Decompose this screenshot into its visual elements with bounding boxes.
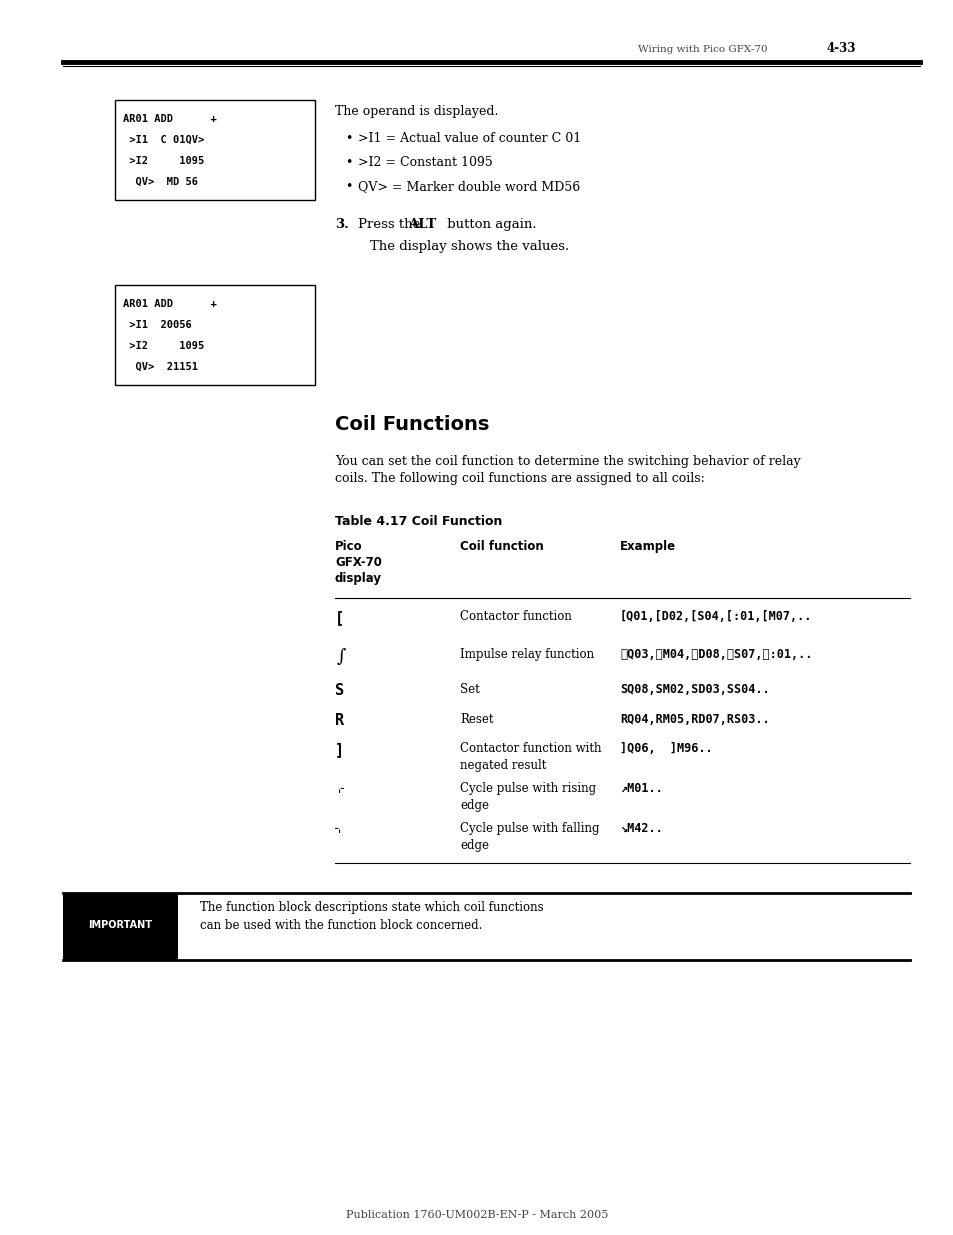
Text: ↗M01..: ↗M01.. xyxy=(619,782,662,795)
Text: SQ08,SM02,SD03,SS04..: SQ08,SM02,SD03,SS04.. xyxy=(619,683,769,697)
Text: The operand is displayed.: The operand is displayed. xyxy=(335,105,497,119)
Bar xyxy=(115,285,314,385)
Text: Coil function: Coil function xyxy=(459,540,543,553)
Text: [Q01,[D02,[S04,[:01,[M07,..: [Q01,[D02,[S04,[:01,[M07,.. xyxy=(619,610,812,622)
Text: coils. The following coil functions are assigned to all coils:: coils. The following coil functions are … xyxy=(335,472,704,485)
Text: You can set the coil function to determine the switching behavior of relay: You can set the coil function to determi… xyxy=(335,454,800,468)
Text: Reset: Reset xyxy=(459,713,493,726)
Text: QV> = Marker double word MD56: QV> = Marker double word MD56 xyxy=(357,180,579,193)
Text: >I2     1095: >I2 1095 xyxy=(123,156,204,165)
Text: Publication 1760-UM002B-EN-P - March 2005: Publication 1760-UM002B-EN-P - March 200… xyxy=(345,1210,608,1220)
Text: Cycle pulse with falling
edge: Cycle pulse with falling edge xyxy=(459,823,598,851)
Text: >I1 = Actual value of counter C 01: >I1 = Actual value of counter C 01 xyxy=(357,132,580,144)
Text: Example: Example xyxy=(619,540,676,553)
Text: Pico
GFX-70
display: Pico GFX-70 display xyxy=(335,540,381,585)
Text: Wiring with Pico GFX-70: Wiring with Pico GFX-70 xyxy=(638,44,767,54)
Text: ∯Q03,∯M04,∯D08,∯S07,∯:01,..: ∯Q03,∯M04,∯D08,∯S07,∯:01,.. xyxy=(619,648,812,661)
Text: Press the: Press the xyxy=(357,219,424,231)
Bar xyxy=(63,893,178,960)
Text: can be used with the function block concerned.: can be used with the function block conc… xyxy=(200,919,482,932)
Text: •: • xyxy=(345,132,352,144)
Text: R: R xyxy=(335,713,344,727)
Text: [: [ xyxy=(335,610,344,625)
Text: >I1  20056: >I1 20056 xyxy=(123,320,192,330)
Text: AR01 ADD      +: AR01 ADD + xyxy=(123,114,216,124)
Text: Impulse relay function: Impulse relay function xyxy=(459,648,594,661)
Text: 4-33: 4-33 xyxy=(826,42,856,56)
Text: Cycle pulse with rising
edge: Cycle pulse with rising edge xyxy=(459,782,596,811)
Text: ⌌: ⌌ xyxy=(335,782,344,797)
Bar xyxy=(115,100,314,200)
Text: Contactor function: Contactor function xyxy=(459,610,571,622)
Text: Table 4.17 Coil Function: Table 4.17 Coil Function xyxy=(335,515,502,529)
Text: Contactor function with
negated result: Contactor function with negated result xyxy=(459,742,601,772)
Text: Set: Set xyxy=(459,683,479,697)
Text: IMPORTANT: IMPORTANT xyxy=(89,920,152,930)
Text: >I1  C 01QV>: >I1 C 01QV> xyxy=(123,135,204,144)
Text: >I2 = Constant 1095: >I2 = Constant 1095 xyxy=(357,156,493,169)
Text: The display shows the values.: The display shows the values. xyxy=(370,240,569,253)
Text: QV>  21151: QV> 21151 xyxy=(123,362,198,372)
Text: AR01 ADD      +: AR01 ADD + xyxy=(123,299,216,309)
Text: button again.: button again. xyxy=(442,219,536,231)
Text: ∫: ∫ xyxy=(336,648,346,666)
Text: ↘M42..: ↘M42.. xyxy=(619,823,662,835)
Text: ]Q06,  ]M96..: ]Q06, ]M96.. xyxy=(619,742,712,755)
Text: ]: ] xyxy=(335,742,344,757)
Text: QV>  MD 56: QV> MD 56 xyxy=(123,177,198,186)
Text: 3.: 3. xyxy=(335,219,349,231)
Text: RQ04,RM05,RD07,RS03..: RQ04,RM05,RD07,RS03.. xyxy=(619,713,769,726)
Text: S: S xyxy=(335,683,344,698)
Text: •: • xyxy=(345,156,352,169)
Text: >I2     1095: >I2 1095 xyxy=(123,341,204,351)
Text: Coil Functions: Coil Functions xyxy=(335,415,489,433)
Text: ⌍: ⌍ xyxy=(335,823,344,837)
Text: •: • xyxy=(345,180,352,193)
Text: The function block descriptions state which coil functions: The function block descriptions state wh… xyxy=(200,902,543,914)
Text: ALT: ALT xyxy=(408,219,436,231)
